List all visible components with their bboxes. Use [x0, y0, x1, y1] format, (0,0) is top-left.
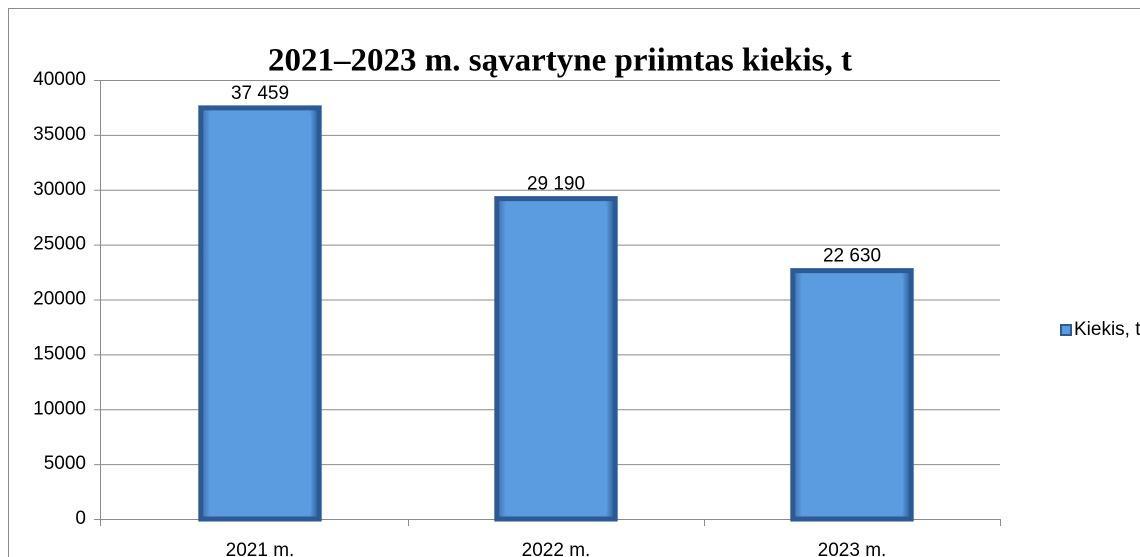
- y-tick-label: 25000: [33, 234, 86, 255]
- bar-face: [800, 278, 904, 511]
- legend-swatch: [1060, 324, 1072, 336]
- y-tick-label: 5000: [44, 453, 86, 474]
- x-tick-label: 2021 m.: [226, 540, 295, 557]
- y-tick-label: 15000: [33, 343, 86, 364]
- x-tick-label: 2023 m.: [818, 540, 887, 557]
- y-tick-label: 0: [75, 508, 86, 529]
- y-tick-label: 35000: [33, 124, 86, 145]
- data-label: 37 459: [231, 83, 289, 104]
- y-tick-label: 10000: [33, 398, 86, 419]
- data-label: 29 190: [527, 174, 585, 195]
- data-label: 22 630: [823, 246, 881, 267]
- y-tick-label: 30000: [33, 179, 86, 200]
- x-tick-label: 2022 m.: [522, 540, 591, 557]
- bar-face: [504, 206, 608, 511]
- legend-label: Kiekis, t: [1074, 319, 1140, 340]
- chart-title: 2021‒2023 m. sąvartyne priimtas kiekis, …: [268, 43, 852, 79]
- bar-face: [208, 115, 312, 511]
- y-tick-label: 40000: [33, 69, 86, 90]
- y-tick-label: 20000: [33, 289, 86, 310]
